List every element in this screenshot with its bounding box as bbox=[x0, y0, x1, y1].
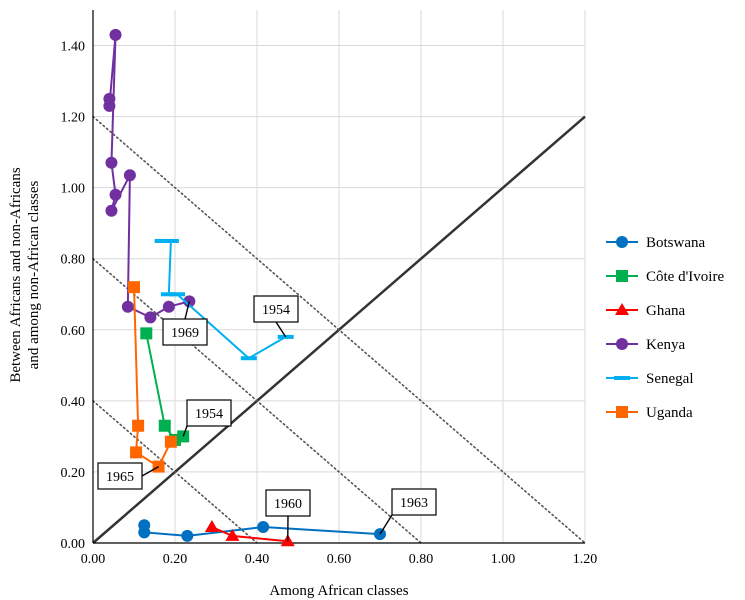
data-point-senegal bbox=[160, 292, 177, 297]
data-point-senegal bbox=[154, 238, 171, 243]
annotation-label: 1969 bbox=[171, 326, 199, 341]
legend-label: Côte d'Ivoire bbox=[646, 269, 724, 285]
grid bbox=[92, 10, 586, 544]
dotted-reference-line bbox=[92, 115, 586, 544]
annotation-leader-line bbox=[275, 321, 287, 338]
dotted-reference-line bbox=[92, 400, 258, 544]
annotation-leader-line bbox=[141, 465, 159, 477]
annotation-callout: 1960 bbox=[265, 489, 311, 542]
annotation-label: 1963 bbox=[400, 496, 428, 511]
plot-frame bbox=[92, 10, 585, 544]
annotation-leader-line bbox=[379, 514, 393, 535]
legend-item-c-te-d-ivoire: Côte d'Ivoire bbox=[606, 269, 724, 285]
data-point-uganda bbox=[164, 435, 177, 448]
legend-marker bbox=[616, 270, 628, 282]
series-line-kenya bbox=[108, 34, 190, 319]
y-tick-label: 0.80 bbox=[61, 253, 86, 268]
annotation-box bbox=[186, 399, 232, 427]
data-point-senegal bbox=[162, 238, 179, 243]
x-tick-label: 0.40 bbox=[245, 552, 270, 567]
reference-lines bbox=[92, 115, 586, 544]
y-tick-label: 0.40 bbox=[61, 395, 86, 410]
data-point-kenya bbox=[103, 99, 116, 112]
legend-item-ghana: Ghana bbox=[606, 303, 685, 319]
data-point-c-te-d-ivoire bbox=[158, 419, 171, 432]
series-kenya bbox=[103, 28, 196, 324]
legend-marker bbox=[616, 236, 628, 248]
y-tick-label: 0.00 bbox=[61, 537, 86, 552]
legend-marker bbox=[616, 338, 628, 350]
legend-label: Botswana bbox=[646, 235, 706, 251]
annotation-box bbox=[97, 462, 143, 490]
data-point-uganda bbox=[132, 419, 145, 432]
data-point-c-te-d-ivoire bbox=[140, 327, 153, 340]
data-point-kenya bbox=[123, 169, 136, 182]
y-axis-title-line1: Between Africans and non-Africans bbox=[8, 167, 24, 383]
y-tick-label: 0.60 bbox=[61, 324, 86, 339]
data-point-uganda bbox=[130, 446, 143, 459]
data-point-senegal bbox=[169, 292, 186, 297]
annotation-label: 1954 bbox=[195, 407, 223, 422]
data-point-ghana bbox=[204, 520, 219, 533]
legend-label: Kenya bbox=[646, 337, 685, 353]
series-uganda bbox=[128, 281, 177, 473]
data-point-kenya bbox=[105, 156, 118, 169]
legend-item-botswana: Botswana bbox=[606, 235, 706, 251]
legend-label: Senegal bbox=[646, 371, 693, 387]
legend: Botswana Côte d'Ivoire Ghana Kenya Senegal Ug… bbox=[606, 235, 724, 421]
data-series bbox=[103, 28, 386, 547]
y-tick-label: 1.20 bbox=[61, 111, 86, 126]
annotation-box bbox=[162, 318, 208, 346]
annotations: 1954 1969 1954 1965 1960 1963 bbox=[97, 295, 437, 542]
legend-label: Ghana bbox=[646, 303, 685, 319]
x-tick-label: 1.00 bbox=[491, 552, 516, 567]
annotation-callout: 1954 bbox=[182, 399, 232, 437]
annotation-callout: 1969 bbox=[162, 301, 208, 346]
data-point-kenya bbox=[121, 300, 134, 313]
x-tick-label: 0.00 bbox=[81, 552, 106, 567]
data-point-uganda bbox=[128, 281, 140, 294]
annotation-callout: 1965 bbox=[97, 462, 159, 490]
annotation-leader-line bbox=[182, 425, 188, 437]
series-ghana bbox=[204, 520, 295, 547]
legend-item-senegal: Senegal bbox=[606, 371, 693, 387]
legend-marker bbox=[615, 303, 629, 315]
data-point-kenya bbox=[144, 311, 157, 324]
dotted-reference-line bbox=[92, 257, 422, 544]
annotation-leader-line bbox=[184, 301, 191, 320]
data-point-botswana bbox=[138, 526, 151, 539]
data-point-ghana bbox=[225, 528, 240, 541]
data-point-senegal bbox=[240, 356, 257, 361]
y-tick-label: 1.40 bbox=[61, 40, 86, 55]
annotation-callout: 1963 bbox=[379, 488, 437, 535]
x-tick-label: 0.20 bbox=[163, 552, 188, 567]
annotation-box bbox=[391, 488, 437, 516]
x-tick-label: 0.80 bbox=[409, 552, 434, 567]
annotation-label: 1960 bbox=[274, 497, 302, 512]
data-point-botswana bbox=[181, 529, 194, 542]
data-point-kenya bbox=[109, 28, 122, 41]
annotation-box bbox=[265, 489, 311, 517]
data-point-kenya bbox=[109, 188, 122, 201]
legend-label: Uganda bbox=[646, 405, 693, 421]
annotation-callout: 1954 bbox=[253, 295, 299, 338]
legend-item-kenya: Kenya bbox=[606, 337, 685, 353]
annotation-box bbox=[253, 295, 299, 323]
x-tick-label: 1.20 bbox=[573, 552, 598, 567]
annotation-label: 1965 bbox=[106, 470, 134, 485]
data-point-kenya bbox=[162, 300, 175, 313]
axis-ticks: 0.00 0.20 0.40 0.60 0.80 1.00 1.20 0.00 0.20 0.40… bbox=[61, 40, 598, 567]
x-axis-title: Among African classes bbox=[269, 583, 408, 599]
y-axis-title-line2: and among non-African classes bbox=[26, 180, 42, 369]
annotation-label: 1954 bbox=[262, 303, 290, 318]
y-tick-label: 1.00 bbox=[61, 182, 86, 197]
y-tick-label: 0.20 bbox=[61, 466, 86, 481]
legend-marker bbox=[614, 376, 630, 380]
legend-marker bbox=[616, 406, 628, 418]
data-point-kenya bbox=[105, 204, 118, 217]
data-point-botswana bbox=[257, 521, 270, 534]
x-tick-label: 0.60 bbox=[327, 552, 352, 567]
legend-item-uganda: Uganda bbox=[606, 405, 693, 421]
